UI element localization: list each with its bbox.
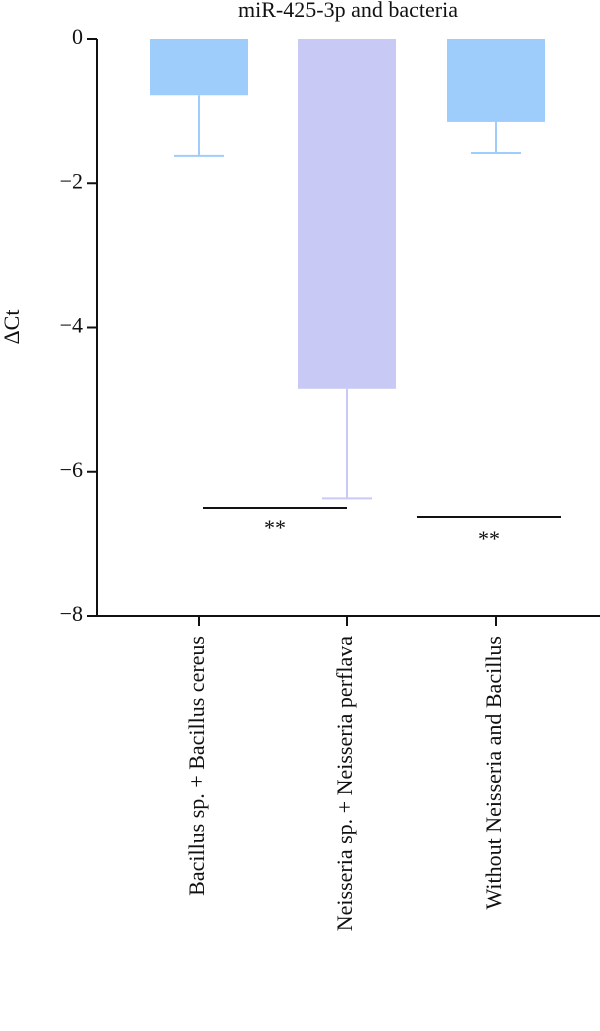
- x-tick-label: Neisseria sp. + Neisseria perflava: [332, 636, 357, 931]
- y-axis-label: ΔCt: [0, 310, 24, 345]
- y-tick-label: −2: [60, 168, 83, 193]
- y-tick-label: −6: [60, 457, 83, 482]
- significance-label: **: [478, 526, 500, 551]
- bar: [298, 39, 396, 389]
- y-tick-label: 0: [72, 24, 83, 49]
- significance-label: **: [264, 515, 286, 540]
- y-tick-label: −8: [60, 601, 83, 626]
- chart-title: miR-425-3p and bacteria: [238, 0, 458, 22]
- bar: [150, 39, 248, 96]
- y-tick-label: −4: [60, 313, 83, 338]
- bar: [447, 39, 545, 122]
- x-tick-label: Bacillus sp. + Bacillus cereus: [184, 636, 209, 896]
- x-tick-label: Without Neisseria and Bacillus: [481, 636, 506, 909]
